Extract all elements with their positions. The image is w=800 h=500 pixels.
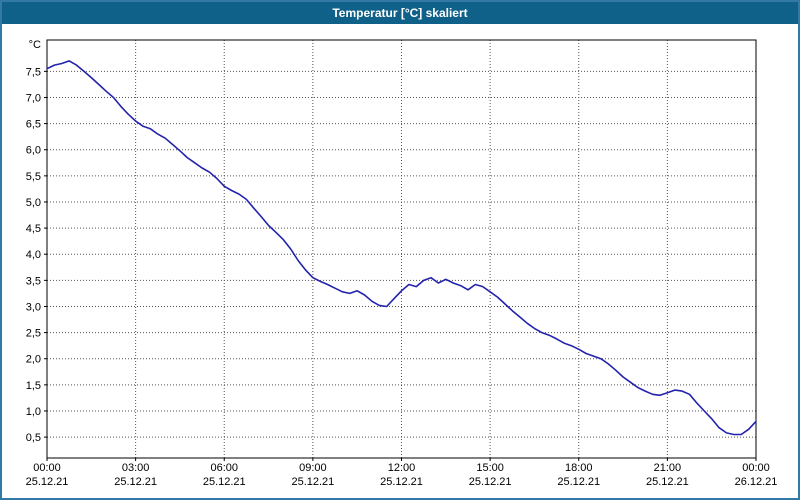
- x-tick-time-label: 00:00: [742, 462, 770, 474]
- x-tick-time-label: 15:00: [476, 462, 504, 474]
- y-tick-label: 7,5: [26, 66, 41, 78]
- y-tick-label: 0,5: [26, 432, 41, 444]
- y-tick-label: 4,0: [26, 249, 41, 261]
- x-tick-date-label: 26.12.21: [735, 476, 778, 488]
- x-tick-time-label: 12:00: [388, 462, 416, 474]
- y-tick-label: 5,5: [26, 171, 41, 183]
- x-tick-date-label: 25.12.21: [203, 476, 246, 488]
- y-tick-label: 5,0: [26, 197, 41, 209]
- x-tick-date-label: 25.12.21: [646, 476, 689, 488]
- x-tick-time-label: 18:00: [565, 462, 593, 474]
- y-tick-label: 1,0: [26, 406, 41, 418]
- window-title: Temperatur [°C] skaliert: [332, 6, 468, 20]
- y-tick-label: 3,5: [26, 275, 41, 287]
- window-titlebar: Temperatur [°C] skaliert: [2, 2, 798, 24]
- temperature-series-line: [46, 60, 757, 436]
- y-tick-label: 3,0: [26, 301, 41, 313]
- x-tick-date-label: 25.12.21: [380, 476, 423, 488]
- x-tick-time-label: 09:00: [299, 462, 327, 474]
- y-tick-label: 4,5: [26, 223, 41, 235]
- plot-background: [47, 40, 756, 458]
- y-axis-unit-label: °C: [29, 39, 41, 51]
- y-tick-label: 2,5: [26, 328, 41, 340]
- plot-border: [46, 39, 757, 459]
- y-tick-label: 2,0: [26, 354, 41, 366]
- x-tick-time-label: 06:00: [210, 462, 238, 474]
- x-tick-time-label: 03:00: [122, 462, 150, 474]
- x-tick-date-label: 25.12.21: [469, 476, 512, 488]
- y-tick-label: 1,5: [26, 380, 41, 392]
- temperature-line-chart: 7,5 7,0 6,5 6,0 5,5 5,0 4,5 4,0 3,5 3,0 2,5 2,0 1,5 1…: [26, 39, 778, 488]
- y-tick-label: 6,0: [26, 145, 41, 157]
- x-tick-time-label: 00:00: [33, 462, 61, 474]
- x-tick-date-label: 25.12.21: [114, 476, 157, 488]
- chart-area: 7,5 7,0 6,5 6,0 5,5 5,0 4,5 4,0 3,5 3,0 2,5 2,0 1,5 1…: [2, 24, 798, 498]
- x-tick-time-label: 21:00: [654, 462, 682, 474]
- x-tick-date-label: 25.12.21: [557, 476, 600, 488]
- x-tick-date-label: 25.12.21: [291, 476, 334, 488]
- y-tick-label: 7,0: [26, 92, 41, 104]
- y-tick-label: 6,5: [26, 119, 41, 131]
- x-tick-date-label: 25.12.21: [26, 476, 69, 488]
